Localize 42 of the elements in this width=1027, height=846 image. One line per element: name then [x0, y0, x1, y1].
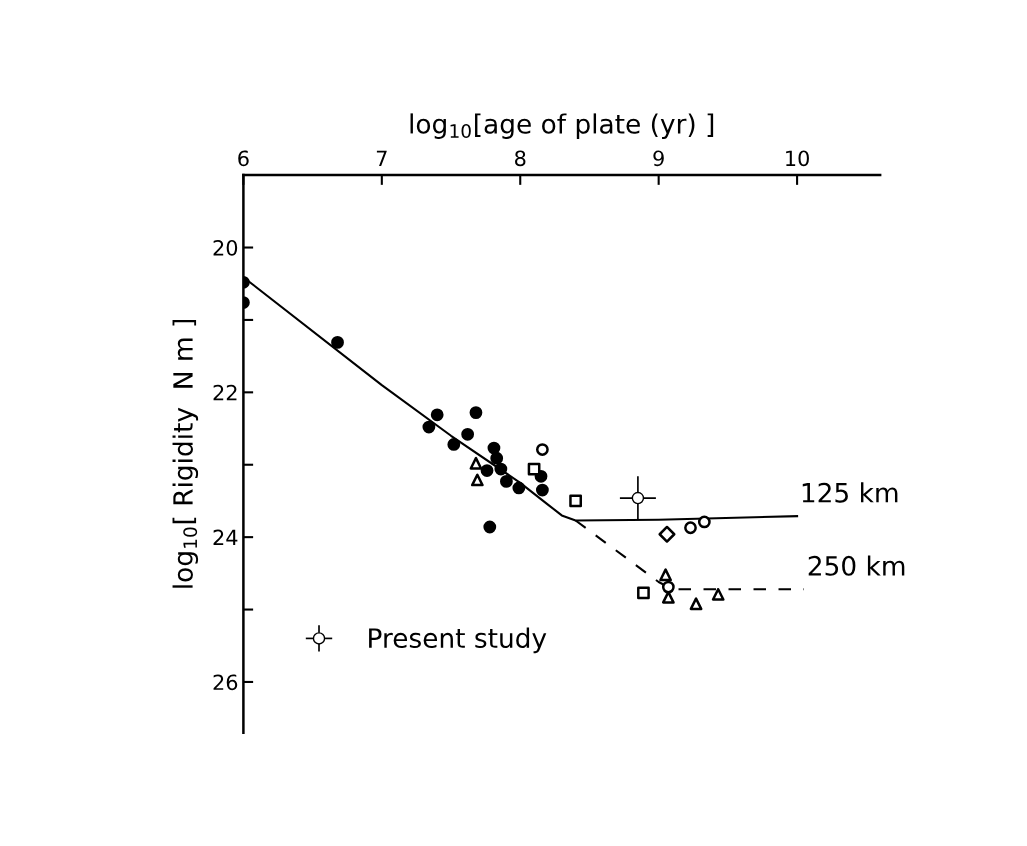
y-tick-label: 24 [213, 529, 238, 546]
point [684, 521, 697, 535]
x-axis-title: log$_{10}$[age of plate (yr) ] [410, 113, 714, 139]
point [661, 580, 675, 594]
y-axis-title: log$_{10}$[ Rigidity N m ] [172, 319, 199, 588]
point [422, 420, 436, 434]
annotation: 250 km [808, 555, 905, 576]
legend-label: Present study [369, 627, 547, 654]
point [447, 438, 461, 451]
x-tick-label: 7 [376, 150, 387, 166]
point [500, 474, 513, 488]
x-tick-label: 9 [653, 150, 664, 167]
point [659, 568, 672, 582]
point [527, 462, 541, 476]
point [711, 587, 725, 601]
point [637, 586, 650, 600]
point [469, 406, 483, 420]
annotation: 125 km [802, 482, 898, 503]
point [535, 443, 549, 456]
x-tick-label: 8 [515, 150, 526, 167]
point [461, 427, 475, 441]
x-tick-label: 10 [786, 150, 809, 167]
y-tick-label: 26 [213, 674, 238, 691]
point [469, 456, 483, 470]
point [697, 515, 711, 529]
y-tick-label: 22 [213, 384, 237, 401]
y-tick-label: 20 [213, 239, 238, 256]
point [331, 335, 344, 349]
point [658, 525, 676, 543]
point [480, 464, 494, 477]
point [631, 491, 645, 505]
point [490, 451, 504, 465]
point [535, 483, 549, 497]
point [483, 520, 497, 534]
point [569, 494, 583, 508]
point [470, 473, 484, 487]
point [487, 441, 501, 455]
point [512, 481, 526, 495]
point [689, 597, 703, 611]
x-tick-label: 6 [238, 150, 249, 167]
point [430, 408, 444, 422]
point [494, 462, 508, 476]
